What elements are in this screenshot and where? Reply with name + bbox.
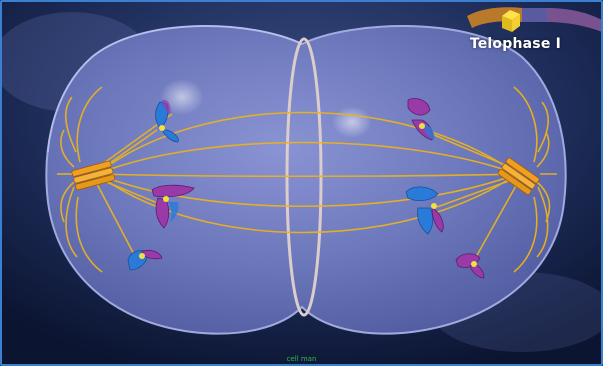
cell-membrane xyxy=(45,25,567,335)
stage-progress-icon xyxy=(467,7,601,32)
chromosome xyxy=(405,186,444,235)
chromosome xyxy=(151,184,195,229)
chromosome xyxy=(127,250,163,271)
chromosome xyxy=(455,253,485,279)
caption-text: cell man xyxy=(286,355,317,363)
chromosome xyxy=(155,99,179,143)
stage-label: Telophase I xyxy=(469,36,561,52)
spindle-fibers xyxy=(57,86,557,273)
centriole-icon xyxy=(497,157,540,195)
centriole-icon xyxy=(71,160,116,191)
chromosome xyxy=(407,98,435,141)
